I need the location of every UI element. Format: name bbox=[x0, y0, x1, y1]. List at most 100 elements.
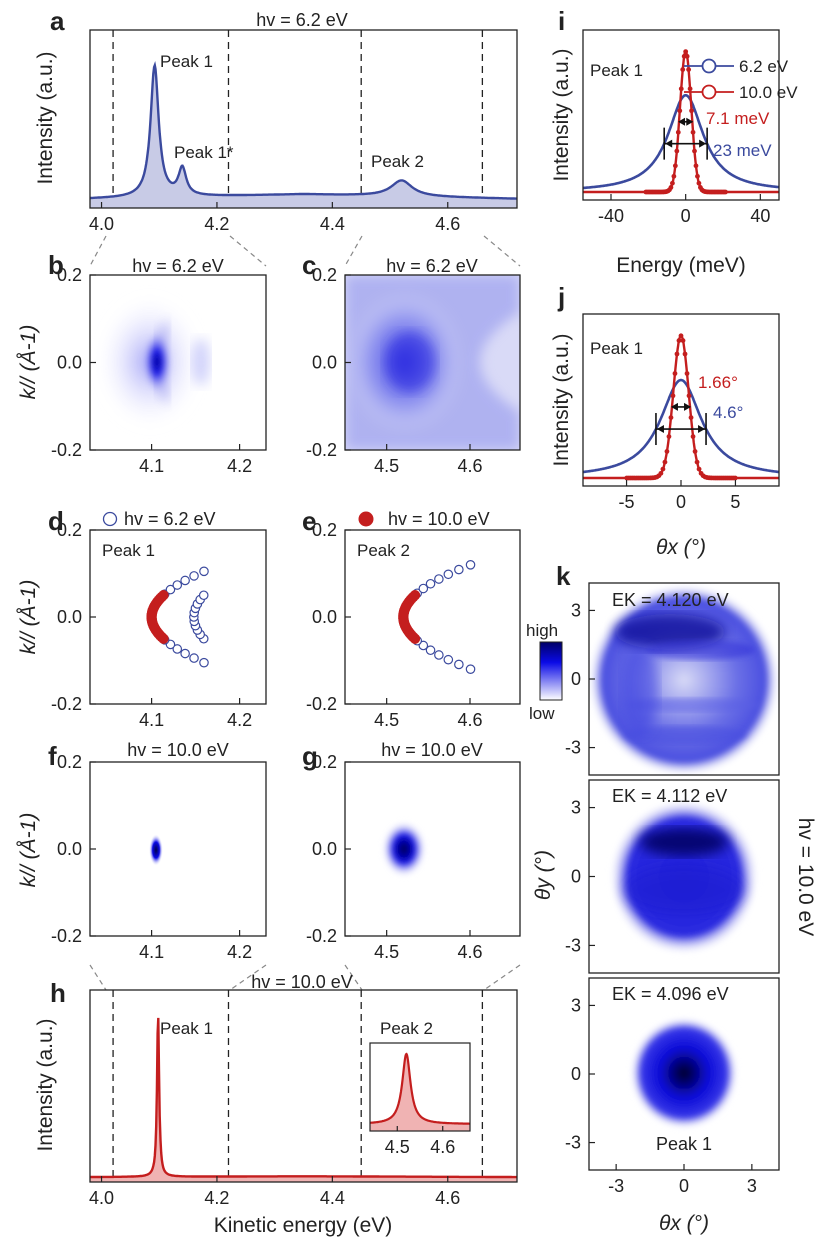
colorbar bbox=[539, 641, 563, 701]
x-tick-label: 4.4 bbox=[320, 214, 345, 234]
panel-c-heatmap bbox=[345, 275, 520, 450]
data-point bbox=[660, 466, 666, 472]
y-tick-label: -3 bbox=[565, 738, 581, 758]
x-tick-label: 4.6 bbox=[430, 1137, 455, 1157]
panel-e-legend: hv = 10.0 eV bbox=[388, 509, 490, 529]
panel-i-red-points bbox=[643, 49, 728, 195]
panel-e: e hv = 10.0 eV Peak 2 4.5 4.6 0.2 0.0 -0.2 bbox=[302, 506, 521, 730]
data-point bbox=[693, 163, 699, 169]
data-point-open bbox=[425, 645, 436, 656]
data-point bbox=[684, 371, 690, 376]
x-tick-label: 4.1 bbox=[139, 710, 164, 730]
inset-peak2-label: Peak 2 bbox=[380, 1019, 433, 1038]
y-tick-label: 0.0 bbox=[312, 839, 337, 859]
y-tick-label: 0.2 bbox=[312, 752, 337, 772]
data-point bbox=[692, 449, 698, 454]
data-point bbox=[723, 189, 728, 195]
panel-h-peak1-label: Peak 1 bbox=[160, 1019, 213, 1038]
panel-j-fwhm-red: 1.66° bbox=[698, 373, 738, 392]
panel-g: g hv = 10.0 eV 4.5 4.6 0.2 0.0 -0.2 bbox=[302, 740, 521, 962]
x-tick-label: 4.0 bbox=[89, 214, 114, 234]
colorbar-low-label: low bbox=[529, 704, 555, 723]
data-point bbox=[668, 185, 674, 190]
y-tick-label: 0.2 bbox=[57, 265, 82, 285]
data-point-open bbox=[418, 640, 429, 651]
data-point-open bbox=[443, 569, 454, 580]
data-point bbox=[687, 86, 693, 92]
data-point bbox=[672, 371, 678, 376]
panel-i-xlabel: Energy (meV) bbox=[616, 254, 746, 277]
panel-label-k: k bbox=[556, 561, 571, 591]
panel-d-legend: hv = 6.2 eV bbox=[124, 509, 216, 529]
panel-j-fwhm-blue: 4.6° bbox=[713, 403, 743, 422]
x-tick-label: 3 bbox=[747, 1176, 757, 1196]
panel-a: a hv = 6.2 eV Intensity (a.u.) 4.0 4.2 4.4… bbox=[34, 6, 521, 267]
panel-i-peak-label: Peak 1 bbox=[590, 61, 643, 80]
colorbar-high-label: high bbox=[526, 621, 558, 640]
y-tick-label: 0.0 bbox=[57, 607, 82, 627]
data-point bbox=[695, 173, 700, 179]
panel-f: f hv = 10.0 eV 4.1 4.2 0.2 0.0 -0.2 k// (Å-1… bbox=[17, 740, 267, 962]
panel-b-title: hv = 6.2 eV bbox=[132, 256, 224, 276]
data-point-open bbox=[172, 644, 183, 654]
legend-i-blue-marker bbox=[701, 58, 717, 74]
panel-k-ylabel: θy (°) bbox=[532, 850, 555, 900]
data-point-open bbox=[443, 654, 454, 665]
panel-label-i: i bbox=[558, 6, 565, 36]
y-tick-label: 0.0 bbox=[57, 839, 82, 859]
data-point-open bbox=[198, 590, 209, 601]
data-point-filled bbox=[158, 590, 169, 601]
y-tick-label: 0 bbox=[571, 669, 581, 689]
x-tick-label: 4.2 bbox=[204, 1188, 229, 1208]
data-point bbox=[678, 86, 684, 92]
panel-i: i Intensity (a.u.) Peak 1 6.2 eV 10.0 eV… bbox=[550, 6, 798, 277]
data-point bbox=[686, 67, 692, 72]
panel-a-title: hv = 6.2 eV bbox=[256, 10, 348, 30]
x-tick-label: 4.0 bbox=[89, 1188, 114, 1208]
panel-label-a: a bbox=[50, 6, 65, 36]
panel-h: h hv = 10.0 eV Intensity (a.u.) 4.0 4.2 4.… bbox=[34, 964, 521, 1237]
k-map3-peak-label: Peak 1 bbox=[656, 1134, 712, 1154]
data-point-open bbox=[199, 566, 209, 577]
inset-line bbox=[370, 1052, 470, 1125]
panel-b: b hv = 6.2 eV 4.1 4.2 0.2 0.0 -0.2 k// (Å-1) bbox=[17, 250, 267, 476]
panel-label-e: e bbox=[302, 506, 316, 536]
data-point-open bbox=[189, 653, 199, 663]
panel-f-ylabel: k// (Å-1) bbox=[17, 813, 40, 888]
panel-c-title: hv = 6.2 eV bbox=[386, 256, 478, 276]
x-tick-label: 4.1 bbox=[139, 942, 164, 962]
panel-b-ylabel: k// (Å-1) bbox=[17, 325, 40, 400]
data-point bbox=[683, 49, 689, 54]
y-tick-label: 0.2 bbox=[57, 520, 82, 540]
y-tick-label: -0.2 bbox=[306, 926, 337, 946]
y-tick-label: 0.0 bbox=[57, 353, 82, 373]
panel-j-ylabel: Intensity (a.u.) bbox=[550, 333, 573, 466]
x-tick-label: 4.2 bbox=[227, 456, 252, 476]
data-point bbox=[686, 393, 692, 399]
data-point-open bbox=[465, 664, 476, 674]
data-point bbox=[662, 459, 668, 465]
data-point bbox=[680, 338, 686, 343]
data-point bbox=[678, 333, 684, 339]
panel-i-fwhm-blue: 23 meV bbox=[713, 141, 772, 160]
panel-d: d hv = 6.2 eV Peak 1 4.1 4.2 0.2 0.0 -0.2 k/… bbox=[17, 506, 267, 730]
x-tick-label: 4.6 bbox=[457, 942, 482, 962]
x-tick-label: 4.6 bbox=[435, 214, 460, 234]
data-point bbox=[674, 351, 680, 357]
panel-i-legend-red: 10.0 eV bbox=[739, 83, 798, 102]
panel-j-peak-label: Peak 1 bbox=[590, 339, 643, 358]
data-point-open bbox=[189, 571, 199, 581]
k-map-4096 bbox=[630, 1017, 738, 1129]
panel-k-side-label: hv = 10.0 eV bbox=[794, 818, 817, 937]
panel-j-xlabel: θx (°) bbox=[656, 536, 706, 559]
y-tick-label: 0 bbox=[571, 867, 581, 887]
panel-b-heatmap bbox=[95, 292, 210, 432]
panel-a-spectrum-fill bbox=[90, 65, 517, 209]
x-tick-label: 4.6 bbox=[457, 710, 482, 730]
panel-i-fwhm-red: 7.1 meV bbox=[706, 109, 770, 128]
data-point-open bbox=[434, 574, 444, 584]
data-point-open bbox=[454, 659, 464, 670]
x-tick-label: 4.5 bbox=[374, 456, 399, 476]
peak1-label: Peak 1 bbox=[160, 52, 213, 71]
